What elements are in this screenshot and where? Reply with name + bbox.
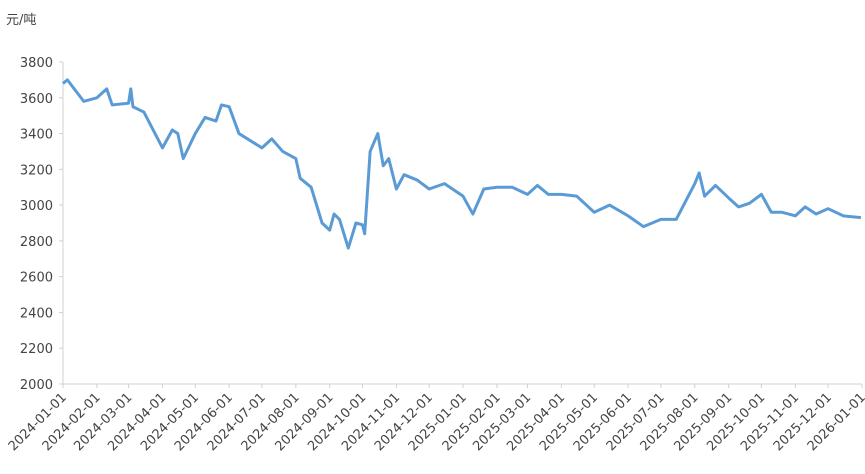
y-tick-label: 2800	[20, 235, 53, 250]
y-tick-label: 2200	[20, 342, 53, 357]
data-line	[62, 78, 862, 250]
y-tick-label: 3200	[20, 163, 53, 178]
y-tick-label: 3400	[20, 128, 53, 143]
y-tick-label: 2400	[20, 306, 53, 321]
y-tick-label: 2000	[20, 378, 53, 393]
y-tick-label: 3600	[20, 92, 53, 107]
y-tick-label: 3000	[20, 199, 53, 214]
y-tick-label: 2600	[20, 271, 53, 286]
y-tick-label: 3800	[20, 56, 53, 71]
y-axis-label: 元/吨	[6, 13, 36, 28]
